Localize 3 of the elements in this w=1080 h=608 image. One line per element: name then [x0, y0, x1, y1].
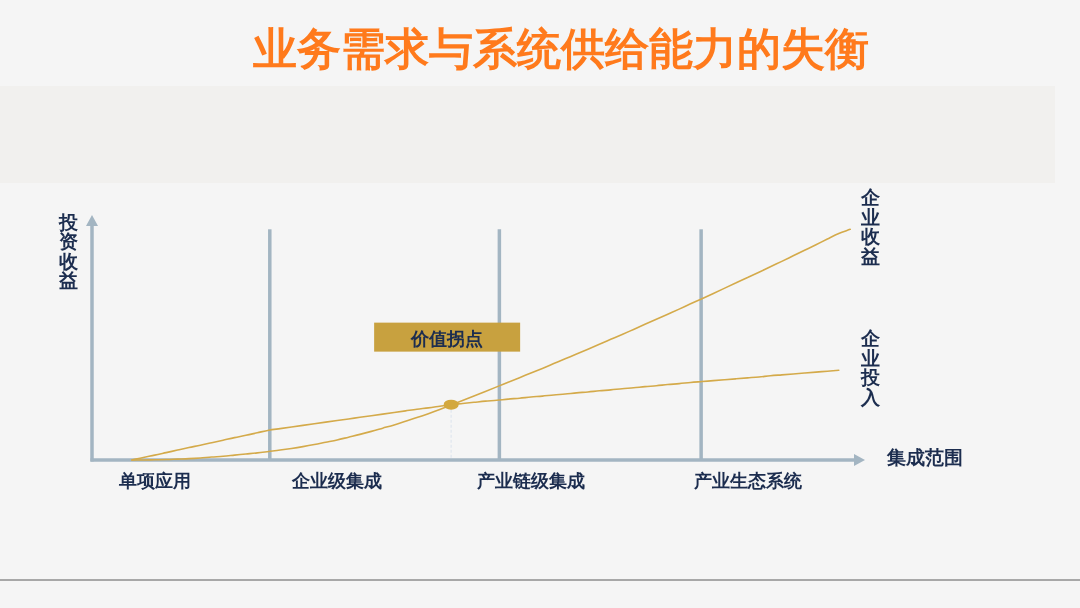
title: 业务需求与系统供给能力的失衡 — [253, 22, 869, 74]
ylabel: 投资收益 — [58, 210, 78, 292]
xlabel: 集成范围 — [887, 446, 963, 468]
